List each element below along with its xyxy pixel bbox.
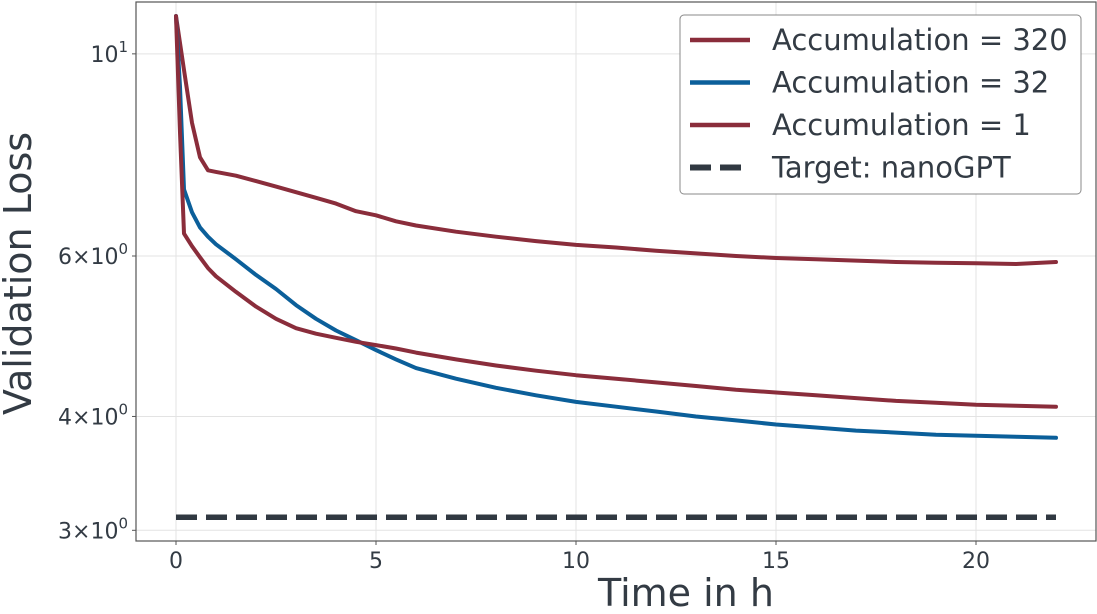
x-tick-label: 20 — [962, 549, 990, 574]
legend: Accumulation = 320 Accumulation = 32 Accum… — [679, 14, 1082, 195]
x-axis-label: Time in h — [597, 571, 774, 614]
legend-label-1: Accumulation = 32 — [772, 66, 1049, 100]
x-tick-label: 10 — [562, 549, 590, 574]
y-tick-label: 4×100 — [58, 400, 128, 430]
legend-label-2: Accumulation = 1 — [772, 108, 1031, 142]
legend-label-0: Accumulation = 320 — [772, 23, 1068, 57]
series-line-2 — [174, 14, 1058, 409]
legend-box — [679, 14, 1082, 195]
plot-frame — [135, 1, 1097, 542]
x-tick-label: 5 — [369, 549, 383, 574]
series-line-1 — [174, 14, 1058, 440]
y-tick-label: 6×100 — [58, 240, 128, 270]
x-axis-ticks: 0 5 10 15 20 — [169, 541, 990, 574]
legend-items: Accumulation = 320 Accumulation = 32 Accum… — [690, 23, 1068, 185]
legend-label-3: Target: nanoGPT — [771, 151, 1011, 185]
x-tick-label: 15 — [762, 549, 790, 574]
x-tick-label: 0 — [169, 549, 183, 574]
series-line-0 — [174, 14, 1058, 266]
y-axis-label: Validation Loss — [0, 132, 40, 415]
y-tick-label: 3×100 — [58, 514, 128, 544]
plot-lines — [174, 14, 1058, 521]
y-axis-ticks: 101 6×100 4×100 3×100 — [58, 38, 136, 544]
y-tick-label: 101 — [90, 38, 128, 68]
